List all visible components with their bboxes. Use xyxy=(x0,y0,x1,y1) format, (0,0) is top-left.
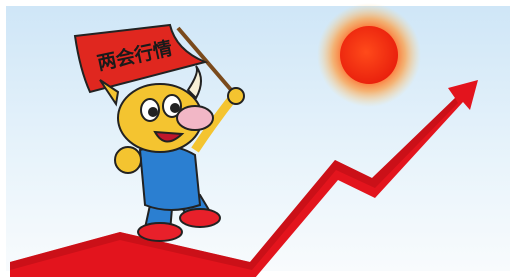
bull-shoe xyxy=(138,223,182,241)
bull-fist xyxy=(115,147,141,173)
bull-overalls xyxy=(140,146,200,210)
bull-shoe xyxy=(180,209,220,227)
bull-pupil xyxy=(149,108,157,116)
illustration: 两会行情 xyxy=(0,0,516,277)
sun xyxy=(340,26,398,84)
bull-nose xyxy=(177,106,213,130)
bull-hand xyxy=(228,88,244,104)
bull-pupil xyxy=(171,104,179,112)
page: 两会行情 (() => { const data = JSON.parse(do… xyxy=(0,0,516,277)
